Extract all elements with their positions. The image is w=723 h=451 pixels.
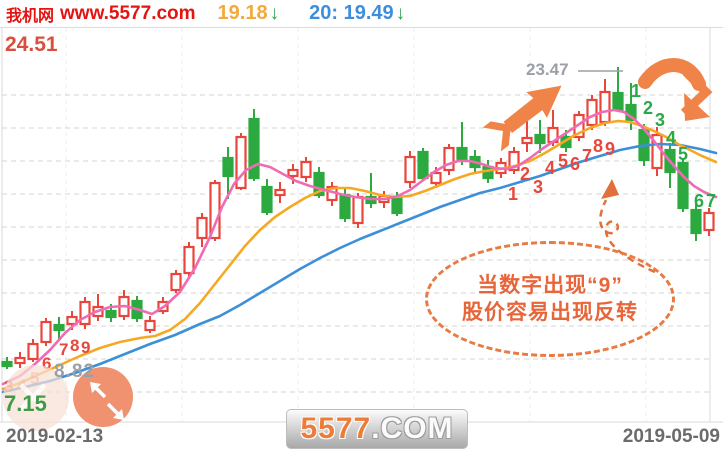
callout-line2: 股价容易出现反转	[462, 301, 638, 324]
header-bar: 我机网 www.5577.com 19.18 ↓ 20: 19.49 ↓	[0, 0, 723, 28]
count-number-mid-up-count: 7	[582, 146, 592, 166]
count-number-down-count: 6	[694, 191, 704, 211]
low-price-label: 7.15	[4, 391, 47, 416]
candle	[53, 317, 65, 341]
count-number-down-count: 5	[678, 144, 688, 164]
up-trend-arrow-icon	[482, 85, 562, 152]
candle	[235, 133, 247, 190]
count-number-down-count: 1	[631, 81, 641, 101]
candle	[196, 213, 208, 247]
candle	[690, 204, 702, 241]
candle	[417, 148, 429, 181]
ma-line-ma-mid-orange	[1, 119, 718, 391]
candle	[144, 316, 156, 333]
candle	[261, 179, 273, 215]
candle	[274, 182, 286, 203]
candle	[170, 270, 182, 293]
peak-price-label: 23.47	[526, 60, 569, 79]
end-date-label: 2019-05-09	[622, 426, 720, 447]
candle	[300, 157, 312, 182]
count-number-early-up-count: 7	[59, 340, 68, 359]
candle	[521, 118, 533, 152]
high-price-label: 24.51	[5, 33, 58, 56]
candle	[1, 357, 13, 369]
ma-line-ma-fast-pink	[1, 108, 718, 386]
start-date-label: 2019-02-13	[6, 426, 104, 447]
count-number-mid-up-count: 8	[593, 136, 603, 156]
candle	[534, 120, 546, 153]
count-number-early-up-count: 8	[70, 336, 79, 355]
reversal-dashed-arrow-icon	[598, 179, 656, 274]
candle	[612, 67, 624, 112]
count-number-mid-up-count: 2	[520, 164, 530, 184]
candle	[404, 151, 416, 188]
ma20-down-arrow-icon: ↓	[395, 2, 406, 24]
candle	[183, 242, 195, 278]
diagonal-arrows-icon	[90, 382, 124, 420]
candle	[508, 147, 520, 174]
count-number-mid-up-count: 1	[508, 184, 518, 204]
ma10-down-arrow-icon: ↓	[269, 2, 280, 24]
count-number-early-up-count: 9	[81, 338, 90, 357]
candle	[40, 318, 52, 346]
ma-line-ma-slow-blue	[1, 142, 718, 394]
candle	[703, 208, 715, 236]
candle	[443, 144, 455, 175]
count-number-mid-up-count: 5	[558, 151, 568, 171]
candle	[677, 158, 689, 212]
candle	[586, 95, 598, 130]
count-number-mid-up-count: 9	[605, 139, 615, 159]
site-url-link[interactable]: www.5577.com	[60, 2, 196, 24]
ma10-value: 19.18	[217, 2, 268, 24]
count-number-early-up-count: 6	[42, 354, 51, 373]
faded-watermark-circle	[3, 365, 69, 431]
candle	[79, 297, 91, 329]
count-number-down-count: 4	[666, 128, 676, 148]
count-number-down-count: 7	[706, 191, 716, 211]
cross-icon	[19, 383, 47, 411]
count-number-mid-up-count: 3	[533, 177, 543, 197]
count-number-down-count: 2	[643, 98, 653, 118]
ma20-value: 20: 19.49	[309, 2, 394, 24]
candle	[14, 352, 26, 368]
candle	[27, 339, 39, 362]
reversal-callout-ellipse: 当数字出现“9” 股价容易出现反转	[425, 241, 675, 357]
count-number-mid-up-count: 4	[545, 158, 555, 178]
site-name: 我机网	[6, 7, 55, 25]
callout-line1: 当数字出现“9”	[477, 274, 623, 297]
candle	[222, 147, 234, 199]
watermark-banner: 5577 .COM	[286, 409, 468, 449]
candle	[92, 294, 104, 321]
count-number-mid-up-count: 6	[570, 154, 580, 174]
candle	[599, 79, 611, 126]
gray-price-label: 8.82	[54, 361, 95, 382]
expand-arrows-button[interactable]	[73, 367, 133, 427]
candle	[248, 109, 260, 181]
count-number-down-count: 3	[655, 110, 665, 130]
down-trend-arrow-icon	[638, 58, 713, 121]
watermark-5577: 5577	[300, 412, 372, 445]
watermark-com: .COM	[371, 412, 454, 445]
